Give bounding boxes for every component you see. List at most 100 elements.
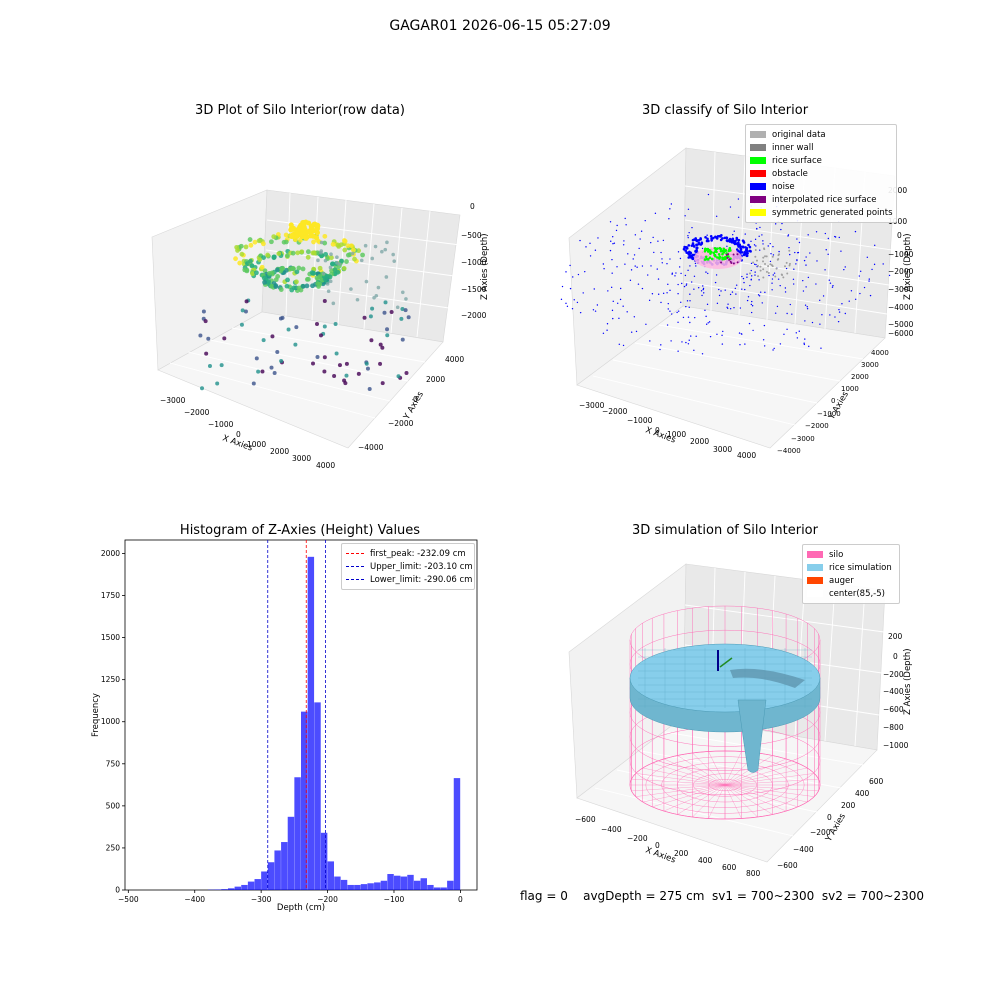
legend-swatch: [807, 564, 823, 571]
data-point: [280, 315, 285, 320]
y-tick-label: 250: [106, 843, 121, 852]
silo-bottom-spoke: [677, 784, 726, 815]
data-point: [314, 321, 319, 326]
noise-point: [640, 230, 643, 232]
noise-point: [771, 278, 774, 280]
rice-surface-point: [704, 247, 707, 251]
noise-point: [612, 300, 614, 303]
data-point: [237, 260, 243, 266]
noise-point: [678, 266, 681, 268]
data-point: [334, 351, 339, 356]
noise-point: [819, 323, 821, 325]
data-point: [383, 247, 388, 252]
noise-point: [811, 321, 814, 324]
original-point: [770, 264, 773, 267]
original-point: [775, 267, 778, 270]
interpolated-point: [728, 258, 731, 261]
legend-item: center(85,-5): [807, 587, 895, 600]
data-point: [359, 258, 364, 263]
data-point: [260, 369, 265, 374]
data-point: [342, 247, 348, 253]
data-point: [344, 259, 349, 264]
noise-point: [798, 330, 800, 332]
noise-point: [756, 227, 758, 230]
noise-point: [699, 238, 702, 241]
rice-funnel: [737, 699, 767, 773]
y-tick-label: 2000: [101, 549, 120, 558]
noise-point: [634, 265, 636, 267]
data-point: [259, 264, 265, 270]
y-tick: 2000: [851, 373, 869, 381]
noise-point: [702, 285, 704, 287]
noise-point: [687, 269, 689, 272]
data-point: [404, 370, 409, 375]
noise-point: [637, 283, 640, 285]
noise-point: [688, 306, 690, 309]
noise-point: [677, 251, 680, 253]
data-point: [243, 309, 248, 314]
x-tick: 0: [655, 426, 660, 435]
noise-point: [709, 235, 713, 238]
noise-point: [779, 284, 781, 287]
noise-point: [706, 234, 708, 236]
data-point: [385, 333, 390, 338]
data-point: [279, 359, 284, 364]
data-point: [314, 222, 321, 228]
silo-bottom-spoke: [663, 784, 726, 812]
data-point: [249, 263, 255, 268]
noise-point: [705, 271, 707, 273]
x-tick: −200: [627, 834, 648, 843]
silo-bottom-spoke: [652, 784, 726, 807]
y-tick: 400: [855, 789, 870, 798]
noise-point: [687, 234, 689, 237]
y-tick: 0: [413, 395, 418, 404]
noise-point: [829, 314, 831, 316]
data-point: [275, 349, 280, 354]
noise-point: [677, 292, 679, 295]
z-tick: 200: [888, 632, 903, 641]
noise-point: [579, 311, 582, 314]
noise-point: [675, 272, 677, 274]
noise-point: [871, 268, 873, 271]
y-tick: −4000: [358, 443, 384, 452]
noise-point: [644, 219, 646, 222]
noise-point: [612, 317, 614, 320]
noise-point: [764, 291, 766, 294]
noise-point: [824, 269, 826, 271]
legend-label: rice surface: [772, 155, 822, 166]
noise-point: [565, 271, 567, 273]
noise-point: [706, 303, 709, 306]
data-point: [322, 369, 327, 374]
noise-point: [716, 302, 719, 305]
noise-point: [831, 286, 834, 288]
noise-point: [742, 277, 745, 280]
noise-point: [629, 279, 632, 282]
noise-point: [759, 291, 762, 293]
histogram-bar: [247, 881, 255, 890]
data-point: [256, 238, 262, 244]
noise-point: [652, 236, 654, 239]
y-tick-label: 1250: [101, 675, 120, 684]
data-point: [285, 277, 290, 283]
histogram-bar: [241, 884, 248, 890]
data-point: [261, 275, 267, 281]
noise-point: [772, 245, 774, 248]
noise-point: [706, 237, 709, 241]
noise-point: [827, 253, 829, 255]
data-point: [304, 283, 310, 289]
z-tick: −5000: [888, 320, 914, 329]
noise-point: [594, 249, 597, 251]
original-point: [763, 248, 766, 251]
silo-bottom-spoke: [724, 784, 758, 818]
noise-point: [699, 243, 703, 246]
noise-point: [610, 286, 613, 289]
noise-point: [657, 293, 660, 295]
data-point: [317, 274, 323, 280]
noise-point: [657, 278, 660, 280]
histogram-bar: [294, 777, 301, 890]
data-point: [322, 298, 327, 303]
noise-point: [625, 224, 627, 226]
noise-point: [767, 245, 769, 247]
noise-point: [819, 299, 821, 301]
data-point: [400, 307, 405, 312]
